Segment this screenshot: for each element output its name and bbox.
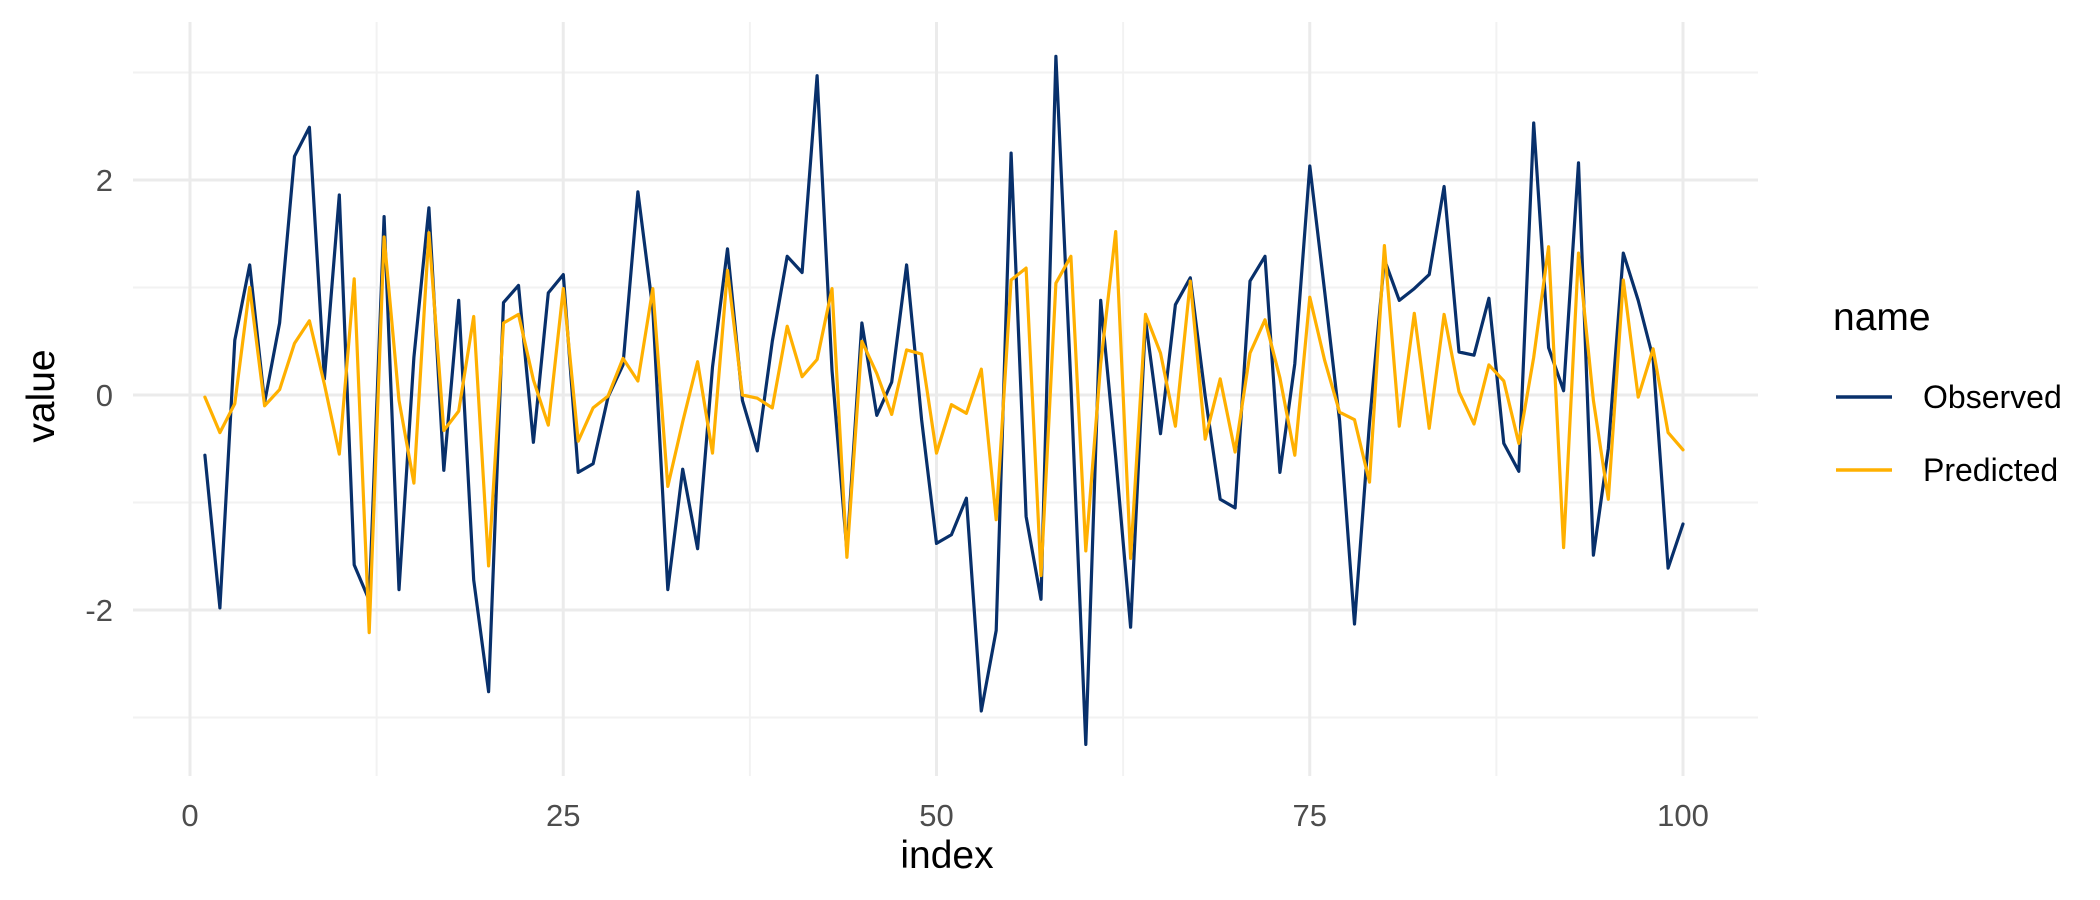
y-axis-ticks: -2 0 2 <box>85 163 113 628</box>
series-lines <box>203 54 1685 747</box>
x-axis-ticks: 0 25 50 75 100 <box>181 798 1708 833</box>
legend-label-predicted: Predicted <box>1923 452 2058 488</box>
series-line-observed <box>203 54 1685 747</box>
x-axis-title: index <box>900 834 994 877</box>
legend-title: name <box>1833 296 1931 339</box>
legend: name Observed Predicted <box>1833 296 2062 488</box>
y-tick-label: 2 <box>96 163 113 198</box>
y-tick-label: -2 <box>85 593 113 628</box>
x-tick-label: 0 <box>181 798 198 833</box>
x-tick-label: 50 <box>919 798 953 833</box>
y-tick-label: 0 <box>96 378 113 413</box>
x-tick-label: 75 <box>1293 798 1327 833</box>
x-tick-label: 25 <box>546 798 580 833</box>
series-line-predicted <box>203 230 1685 635</box>
legend-label-observed: Observed <box>1923 379 2062 415</box>
y-axis-title: value <box>20 349 63 442</box>
x-tick-label: 100 <box>1657 798 1709 833</box>
